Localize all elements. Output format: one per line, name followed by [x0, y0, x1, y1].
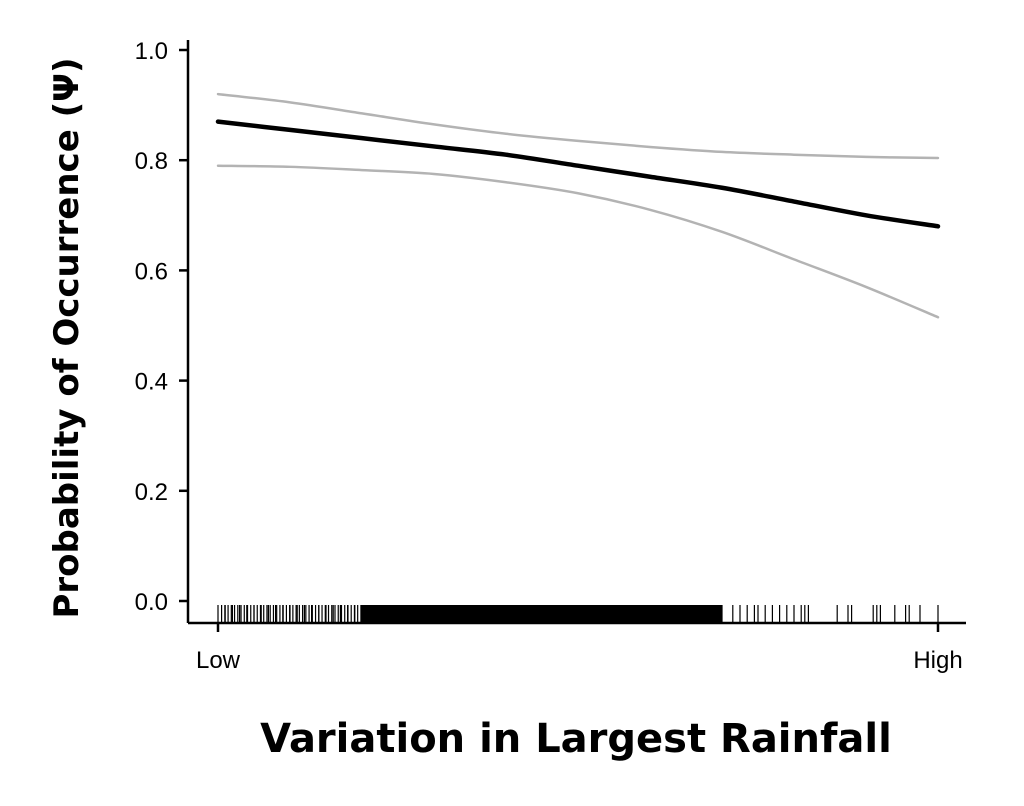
- mean-line: [215, 119, 941, 229]
- y-ticks: 0.0 0.2 0.4 0.6 0.8 1.0: [135, 38, 188, 616]
- y-tick-label: 1.0: [135, 38, 168, 65]
- x-tick-label-low: Low: [196, 647, 241, 674]
- y-tick-label: 0.8: [135, 148, 168, 175]
- rug-plot: [217, 605, 939, 623]
- series-lines: [215, 92, 941, 319]
- y-tick-label: 0.6: [135, 258, 168, 285]
- lower-ci-line: [216, 164, 940, 319]
- x-tick-label-high: High: [913, 647, 962, 674]
- y-tick-label: 0.2: [135, 479, 168, 506]
- y-axis-title: Probability of Occurrence (Ψ): [47, 57, 87, 618]
- upper-ci-line: [216, 92, 940, 160]
- y-tick-label: 0.0: [135, 589, 168, 616]
- x-axis-title: Variation in Largest Rainfall: [260, 716, 892, 762]
- y-tick-label: 0.4: [135, 369, 168, 396]
